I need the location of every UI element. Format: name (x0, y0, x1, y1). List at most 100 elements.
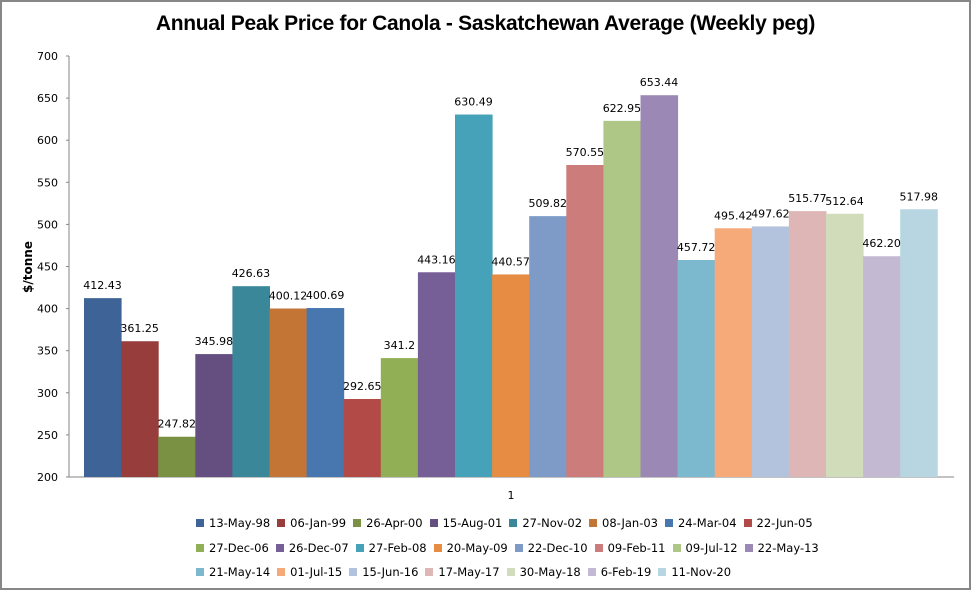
legend-label: 17-May-17 (438, 565, 500, 579)
y-tick-label: 700 (37, 50, 58, 63)
data-label: 361.25 (120, 322, 159, 335)
legend-label: 13-May-98 (209, 516, 271, 530)
legend-swatch (664, 519, 673, 527)
legend-label: 09-Feb-11 (607, 541, 666, 555)
y-tick-label: 600 (37, 134, 58, 147)
legend-swatch (277, 568, 286, 576)
bar-22-May-13 (640, 95, 679, 477)
legend-label: 20-May-09 (446, 541, 508, 555)
legend-label: 27-Feb-08 (368, 541, 427, 555)
data-label: 517.98 (900, 190, 939, 203)
data-label: 495.42 (714, 209, 753, 222)
legend-item: 17-May-17 (425, 565, 500, 579)
y-tick-label: 550 (37, 176, 58, 189)
bar-09-Jul-12 (603, 120, 641, 477)
legend-item: 09-Jul-12 (672, 541, 738, 555)
legend-swatch (743, 519, 752, 527)
legend-item: 22-Jun-05 (743, 516, 813, 530)
legend-item: 11-Nov-20 (658, 565, 731, 579)
y-tick-label: 650 (37, 92, 58, 105)
legend-item: 01-Jul-15 (277, 565, 342, 579)
data-label: 341.2 (384, 339, 416, 352)
data-label: 412.43 (83, 279, 122, 292)
bar-26-Apr-00 (158, 436, 196, 477)
data-label: 512.64 (825, 195, 864, 208)
bar-6-Feb-19 (863, 256, 901, 477)
legend-label: 15-Aug-01 (442, 516, 503, 530)
data-label: 292.65 (343, 380, 382, 393)
legend-label: 15-Jun-16 (362, 565, 419, 579)
legend-swatch (196, 519, 204, 527)
legend-swatch (353, 519, 362, 527)
legend-item: 08-Jan-03 (589, 516, 658, 530)
bar-24-Mar-04 (306, 308, 345, 477)
chart-plot: 200 250 300 350 400 450 500 550 600 650 700 412.43… (21, 50, 954, 502)
legend-label: 22-Jun-05 (756, 516, 813, 530)
y-axis-label: $/tonne (21, 241, 35, 293)
legend-label: 27-Nov-02 (522, 516, 583, 530)
legend-swatch (277, 519, 286, 527)
legend-row: 21-May-14 01-Jul-15 15-Jun-16 17-May-17 30-M… (196, 563, 738, 581)
legend-item: 6-Feb-19 (587, 565, 651, 579)
data-label: 497.62 (751, 207, 790, 220)
legend-swatch (196, 544, 204, 552)
bar-13-May-98 (84, 298, 122, 477)
bar-15-Jun-16 (751, 226, 790, 477)
legend-label: 22-Dec-10 (527, 541, 588, 555)
legend-swatch (589, 519, 598, 527)
data-label: 345.98 (195, 335, 234, 348)
legend-row: 13-May-98 06-Jan-99 26-Apr-00 15-Aug-01 27-N… (196, 514, 820, 532)
legend-label: 11-Nov-20 (671, 565, 732, 579)
legend-swatch (506, 568, 515, 576)
legend-label: 22-May-13 (757, 541, 819, 555)
data-label: 457.72 (677, 241, 716, 254)
bar-27-Nov-02 (232, 286, 270, 477)
data-label: 509.82 (529, 197, 568, 210)
y-tick-label: 250 (37, 429, 58, 442)
data-label: 400.69 (306, 289, 345, 302)
legend-item: 22-Dec-10 (514, 541, 588, 555)
y-tick-label: 500 (37, 218, 58, 231)
bar-17-May-17 (788, 211, 827, 478)
data-labels: 412.43 361.25 247.82 345.98 426.63 400.12400.… (83, 76, 938, 431)
legend-swatch (744, 544, 753, 552)
bar-15-Aug-01 (195, 354, 233, 477)
data-label: 462.20 (862, 237, 901, 250)
legend-item: 06-Jan-99 (277, 516, 346, 530)
data-label: 622.95 (603, 102, 642, 115)
data-label: 443.16 (417, 253, 456, 266)
x-tick-label: 1 (508, 489, 515, 502)
bar-06-Jan-99 (121, 341, 159, 477)
legend-swatch (587, 568, 596, 576)
data-label: 426.63 (232, 267, 271, 280)
legend-swatch (425, 568, 434, 576)
bar-22-Jun-05 (343, 398, 382, 477)
legend-swatch (196, 568, 204, 576)
data-label: 247.82 (158, 418, 197, 431)
legend-item: 21-May-14 (196, 565, 270, 579)
bar-08-Jan-03 (269, 308, 308, 477)
legend-swatch (349, 568, 358, 576)
legend-label: 09-Jul-12 (685, 541, 738, 555)
data-label: 630.49 (454, 96, 493, 109)
data-label: 440.57 (491, 255, 530, 268)
legend-swatch (672, 544, 681, 552)
data-label: 570.55 (566, 146, 605, 159)
legend-item: 26-Apr-00 (353, 516, 423, 530)
legend-label: 27-Dec-06 (209, 541, 269, 555)
legend-label: 30-May-18 (519, 565, 581, 579)
data-label: 515.77 (788, 192, 827, 205)
legend-swatch (275, 544, 284, 552)
bar-22-Dec-10 (529, 216, 567, 477)
bar-27-Feb-08 (455, 114, 493, 478)
legend-item: 27-Feb-08 (355, 541, 427, 555)
legend-swatch (355, 544, 364, 552)
y-tick-label: 200 (37, 471, 58, 484)
legend-swatch (429, 519, 438, 527)
bars (84, 95, 938, 478)
bar-27-Dec-06 (380, 358, 419, 477)
data-label: 653.44 (640, 76, 679, 89)
data-label: 400.12 (269, 289, 308, 302)
bar-20-May-09 (492, 274, 530, 477)
legend-label: 08-Jan-03 (602, 516, 658, 530)
